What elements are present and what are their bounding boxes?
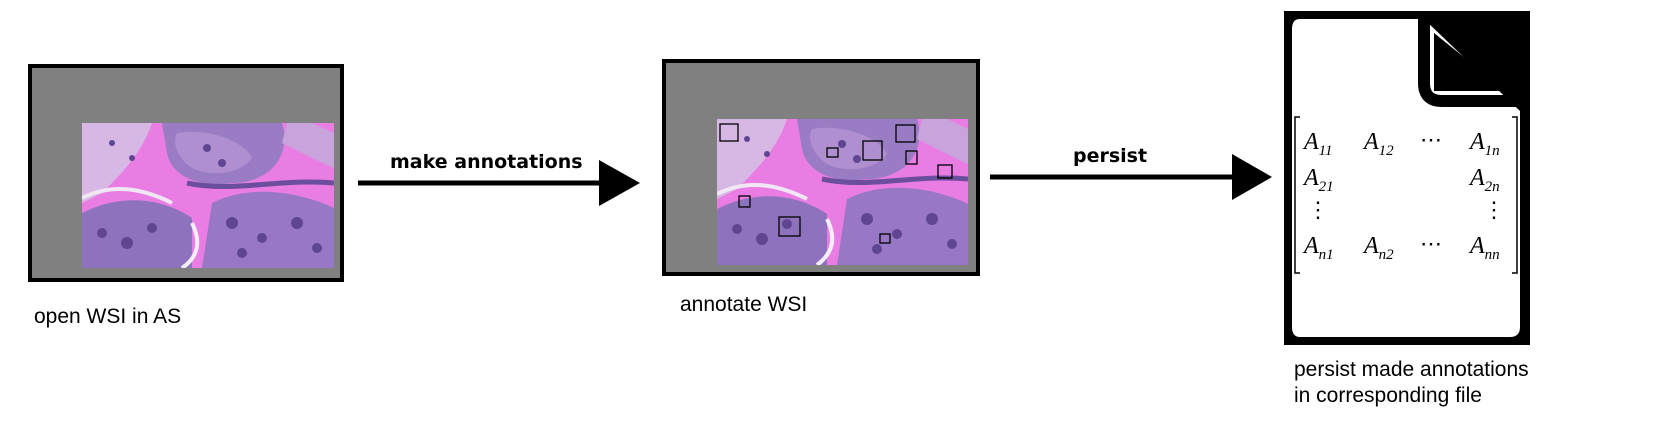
annotation-box [862, 140, 883, 161]
annotation-box [826, 147, 839, 158]
matrix-vdots-right: ⋮ [1483, 197, 1505, 222]
file-document-icon [1284, 11, 1530, 345]
wsi-slide-image [82, 123, 334, 268]
annotation-box [778, 216, 801, 237]
annotation-box [738, 195, 751, 208]
tissue-texture [82, 123, 334, 268]
matrix-vdots-left: ⋮ [1307, 197, 1329, 222]
annotation-matrix: A11 A12 ⋯ A1n A21 A2n ⋮ ⋮ An1 An2 ⋯ Ann [1292, 115, 1522, 275]
step1-caption: open WSI in AS [34, 305, 182, 328]
step3-caption-line1: persist made annotations [1294, 358, 1529, 381]
step3-caption: persist made annotations in correspondin… [1294, 357, 1529, 409]
matrix-right-bracket [1512, 116, 1518, 274]
wsi-viewer-annotate [662, 59, 980, 276]
persist-arrow [990, 154, 1272, 200]
matrix-cell-a21: A21 [1304, 165, 1334, 195]
matrix-hdots-row1: ⋯ [1420, 127, 1442, 152]
matrix-cell-ann: Ann [1470, 233, 1500, 263]
step3-caption-line2: in corresponding file [1294, 384, 1482, 407]
matrix-cell-a2n: A2n [1470, 165, 1500, 195]
matrix-cell-a1n: A1n [1470, 129, 1500, 159]
wsi-slide-image-annotated [717, 119, 968, 265]
annotation-box [719, 123, 739, 142]
annotation-box [879, 233, 891, 244]
matrix-cell-a11: A11 [1304, 129, 1333, 159]
annotation-box [937, 164, 953, 179]
make-annotations-arrow [358, 160, 640, 206]
matrix-cell-an1: An1 [1304, 233, 1334, 263]
annotation-box [905, 150, 918, 165]
annotation-box [895, 124, 916, 143]
matrix-hdots-rown: ⋯ [1420, 231, 1442, 256]
matrix-left-bracket [1294, 116, 1300, 274]
persist-label: persist [1073, 145, 1148, 167]
make-annotations-label: make annotations [390, 151, 583, 173]
tissue-texture-annotated [717, 119, 968, 265]
wsi-viewer-open [28, 64, 344, 282]
matrix-cell-a12: A12 [1364, 129, 1394, 159]
step2-caption: annotate WSI [680, 293, 808, 316]
matrix-cell-an2: An2 [1364, 233, 1394, 263]
